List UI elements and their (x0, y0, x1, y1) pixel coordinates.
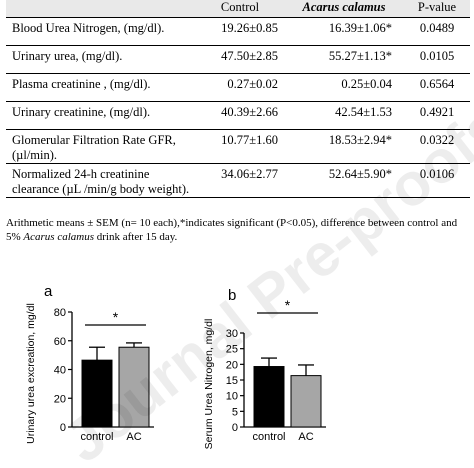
panel-letter-a: a (44, 283, 53, 300)
row-control: 0.27±0.02 (190, 73, 284, 102)
x-tick-label-a: AC (126, 431, 141, 443)
y-tick-label-b: 5 (232, 406, 238, 418)
row-acarus: 18.53±2.94* (284, 129, 398, 164)
row-control: 40.39±2.66 (190, 101, 284, 130)
row-label: Blood Urea Nitrogen, (mg/dl). (6, 17, 190, 46)
row-acarus: 16.39±1.06* (284, 17, 398, 46)
row-control: 34.06±2.77 (190, 163, 284, 198)
table-row: Urinary urea, (mg/dl). 47.50±2.85 55.27±… (6, 45, 470, 74)
row-acarus: 52.64±5.90* (284, 163, 398, 198)
x-tick-label-b: AC (298, 431, 313, 443)
y-tick-label-a: 20 (54, 393, 66, 405)
y-tick-label-b: 30 (226, 328, 238, 340)
significance-star-a: * (113, 309, 119, 325)
table-footnote: Arithmetic means ± SEM (n= 10 each),*ind… (6, 216, 472, 244)
row-pvalue: 0.0489 (398, 17, 470, 46)
y-tick-label-b: 25 (226, 344, 238, 356)
y-axis-label-b: Serum Urea Nitrogen, mg/dl (203, 319, 215, 450)
y-tick-label-a: 60 (54, 336, 66, 348)
row-label: Urinary creatinine, (mg/dl). (6, 101, 190, 130)
row-control: 47.50±2.85 (190, 45, 284, 74)
panel-letter-b: b (228, 287, 237, 304)
x-tick-label-a: control (80, 431, 113, 443)
row-acarus: 0.25±0.04 (284, 73, 398, 102)
row-acarus: 42.54±1.53 (284, 101, 398, 130)
row-control: 19.26±0.85 (190, 17, 284, 46)
bar-b-AC (290, 375, 322, 428)
table-row: Blood Urea Nitrogen, (mg/dl). 19.26±0.85… (6, 17, 470, 46)
bar-b-control (253, 366, 285, 428)
row-pvalue: 0.0106 (398, 163, 470, 198)
row-pvalue: 0.0322 (398, 129, 470, 164)
y-tick-label-b: 10 (226, 391, 238, 403)
footnote-part1: Arithmetic means ± SEM (n= 10 each), (6, 217, 180, 229)
row-label: Urinary urea, (mg/dl). (6, 45, 190, 74)
x-tick-label-b: control (252, 431, 285, 443)
results-table: Control Acarus calamus P-value Blood Ure… (6, 0, 470, 198)
y-tick-label-b: 15 (226, 375, 238, 387)
row-pvalue: 0.0105 (398, 45, 470, 74)
header-acarus: Acarus calamus (284, 0, 398, 18)
row-pvalue: 0.6564 (398, 73, 470, 102)
table-row: Plasma creatinine , (mg/dl). 0.27±0.02 0… (6, 73, 470, 102)
row-label: Glomerular Filtration Rate GFR, (µl/min)… (6, 129, 190, 164)
y-tick-label-b: 20 (226, 359, 238, 371)
y-tick-label-a: 0 (60, 422, 66, 434)
y-tick-label-a: 80 (54, 307, 66, 319)
y-axis-label-a: Urinary urea excreation, mg/dl (25, 303, 37, 444)
footnote-part2: *indicates significant (P<0.05), differe… (6, 217, 458, 243)
footnote-part3: drink after 15 day. (94, 231, 178, 243)
row-acarus: 55.27±1.13* (284, 45, 398, 74)
row-pvalue: 0.4921 (398, 101, 470, 130)
bar-a-control (81, 359, 113, 428)
row-label: Plasma creatinine , (mg/dl). (6, 73, 190, 102)
footnote-italic: Acarus calamus (23, 231, 94, 243)
significance-star-b: * (285, 297, 291, 313)
table-row: Glomerular Filtration Rate GFR, (µl/min)… (6, 129, 470, 164)
results-table-wrap: Control Acarus calamus P-value Blood Ure… (0, 0, 474, 198)
row-label: Normalized 24-h creatinine clearance (µL… (6, 163, 190, 198)
row-control: 10.77±1.60 (190, 129, 284, 164)
y-tick-label-b: 0 (232, 422, 238, 434)
table-row: Urinary creatinine, (mg/dl). 40.39±2.66 … (6, 101, 470, 130)
y-tick-label-a: 40 (54, 365, 66, 377)
bar-a-AC (118, 346, 150, 428)
table-row: Normalized 24-h creatinine clearance (µL… (6, 163, 470, 198)
